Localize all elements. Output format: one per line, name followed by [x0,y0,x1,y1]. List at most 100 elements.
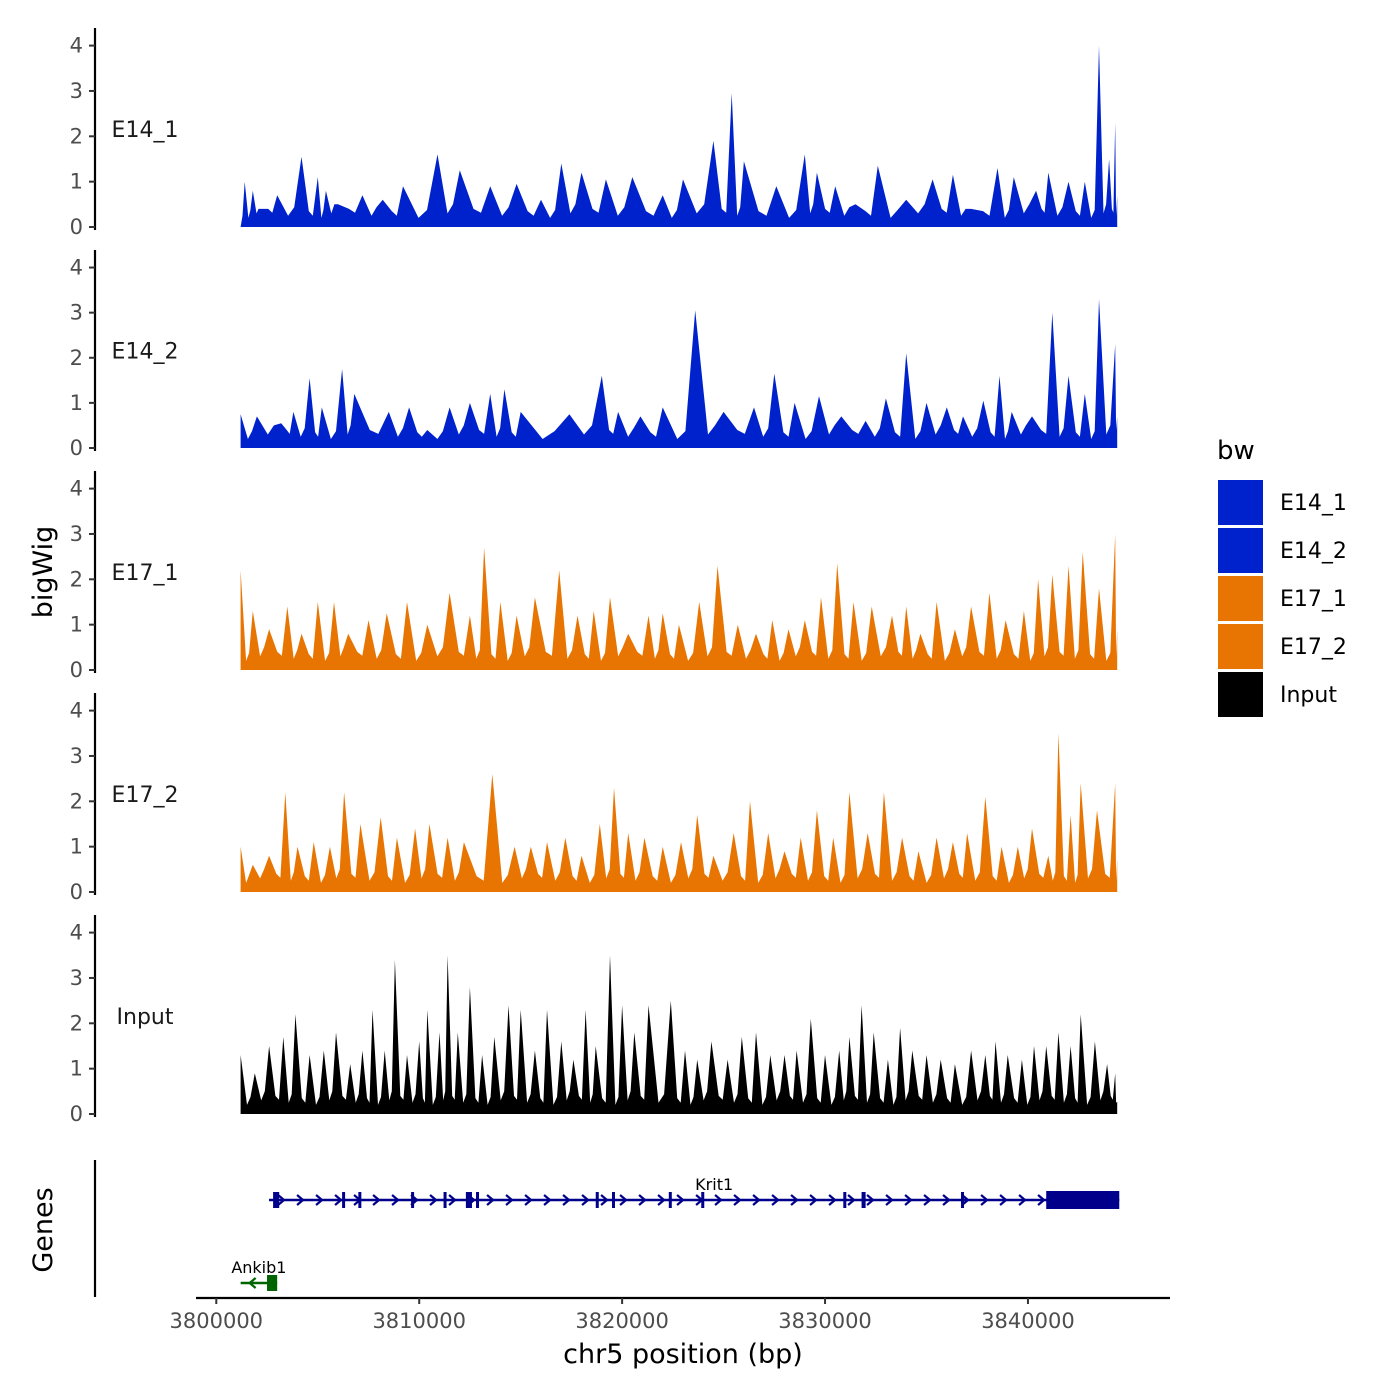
track-E14_2: 0 1 2 3 4 E14_2 [70,250,1118,460]
y-tick-label: 1 [70,1057,83,1081]
gene-exon [861,1192,866,1208]
strand-chevron [619,1194,628,1206]
strand-chevron [486,1194,495,1206]
y-tick-label: 4 [70,921,83,945]
strand-chevron [657,1194,666,1206]
strand-chevron [334,1194,343,1206]
x-tick-label: 3810000 [372,1309,466,1333]
gene-exon [342,1192,346,1208]
x-tick-label: 3840000 [981,1309,1075,1333]
coverage-area-Input [240,955,1118,1114]
gene-exon [1046,1191,1120,1209]
track-E14_1: 0 1 2 3 4 E14_1 [70,28,1118,239]
y-tick-label: 4 [70,699,83,723]
legend-label-E17_1: E17_1 [1280,587,1347,612]
y-tick-label: 3 [70,301,83,325]
y-tick-label: 2 [70,567,83,591]
track-label-E14_2: E14_2 [112,340,179,365]
strand-chevron [847,1194,856,1206]
y-tick-label: 0 [70,436,83,460]
y-tick-label: 3 [70,966,83,990]
bigwig-tracks: 0 1 2 3 4 E14_1 0 1 2 3 4 E14_2 0 1 2 3 4 E17_1 0 1 2 3 4 E17_2… [70,28,1118,1126]
gene-exon [465,1192,472,1208]
strand-chevron [942,1194,951,1206]
gene-exon [595,1192,599,1208]
strand-chevron [771,1194,780,1206]
y-tick-label: 2 [70,124,83,148]
y-tick-label: 1 [70,391,83,415]
strand-chevron [923,1194,932,1206]
legend-swatch-E17_1 [1218,576,1263,621]
legend-swatch-E14_1 [1218,480,1263,525]
strand-chevron [1018,1194,1027,1206]
strand-chevron [828,1194,837,1206]
track-label-E17_1: E17_1 [112,561,179,586]
x-axis-title: chr5 position (bp) [563,1339,803,1370]
strand-chevron [562,1194,571,1206]
strand-chevron [714,1194,723,1206]
y-tick-label: 2 [70,789,83,813]
strand-chevron [980,1194,989,1206]
y-tick-label: 2 [70,1011,83,1035]
gene-Krit1: Krit1 [269,1175,1120,1209]
gene-exon [668,1192,672,1208]
strand-chevron [296,1194,305,1206]
y-tick-label: 3 [70,522,83,546]
strand-chevron [372,1194,381,1206]
genes-axis-title: Genes [28,1187,59,1272]
strand-chevron [885,1194,894,1206]
x-tick-label: 3830000 [778,1309,872,1333]
track-E17_2: 0 1 2 3 4 E17_2 [70,693,1118,904]
y-tick-label: 2 [70,346,83,370]
gene-label-Krit1: Krit1 [695,1175,733,1194]
y-tick-label: 1 [70,170,83,194]
strand-chevron [733,1194,742,1206]
gene-Ankib1: Ankib1 [231,1258,286,1291]
y-tick-label: 0 [70,215,83,239]
y-tick-label: 4 [70,256,83,280]
strand-chevron [581,1194,590,1206]
track-label-E17_2: E17_2 [112,783,179,808]
strand-chevron [505,1194,514,1206]
track-E17_1: 0 1 2 3 4 E17_1 [70,471,1118,682]
track-label-Input: Input [117,1005,174,1030]
gene-exon [358,1192,362,1208]
strand-chevron [600,1194,609,1206]
legend-label-E14_1: E14_1 [1280,491,1347,516]
strand-chevron [391,1194,400,1206]
strand-chevron [961,1194,970,1206]
gene-exon [701,1192,705,1208]
y-tick-label: 4 [70,34,83,58]
gene-exon [843,1192,847,1208]
gene-exon [411,1192,415,1208]
strand-chevron [866,1194,875,1206]
track-label-E14_1: E14_1 [112,118,179,143]
y-tick-label: 1 [70,835,83,859]
y-axis-title: bigWig [28,526,59,619]
strand-chevron [999,1194,1008,1206]
strand-chevron [790,1194,799,1206]
legend-label-Input: Input [1280,683,1337,708]
legend-label-E14_2: E14_2 [1280,539,1347,564]
legend-swatch-E17_2 [1218,624,1263,669]
gene-exon [267,1275,278,1291]
strand-chevron [676,1194,685,1206]
x-tick-label: 3820000 [575,1309,669,1333]
coverage-area-E14_1 [240,45,1118,227]
gene-exon [273,1192,280,1208]
legend-swatch-E14_2 [1218,528,1263,573]
y-tick-label: 0 [70,880,83,904]
track-Input: 0 1 2 3 4 Input [70,915,1118,1126]
strand-chevron [1037,1194,1046,1206]
y-tick-label: 1 [70,613,83,637]
gene-annotation-track: Krit1 Ankib1 [93,1160,1120,1297]
y-tick-label: 3 [70,79,83,103]
y-tick-label: 4 [70,477,83,501]
y-tick-label: 0 [70,658,83,682]
gene-exon [443,1192,447,1208]
legend: bw E14_1 E14_2 E17_1 E17_2 Input [1217,436,1347,717]
x-tick-label: 3800000 [170,1309,264,1333]
strand-chevron [809,1194,818,1206]
y-tick-label: 0 [70,1102,83,1126]
